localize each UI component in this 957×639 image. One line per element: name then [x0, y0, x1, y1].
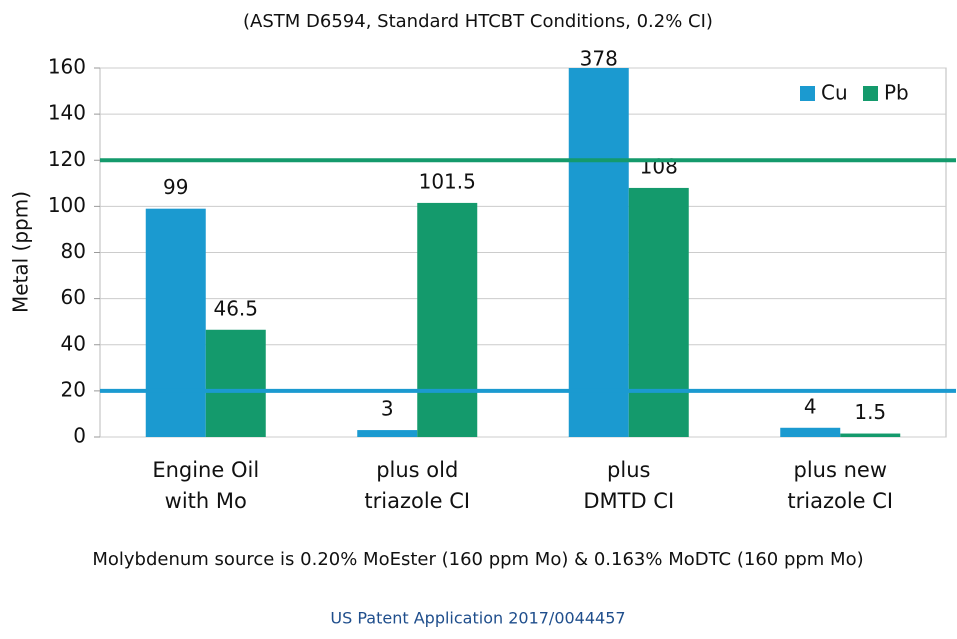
footnote: Molybdenum source is 0.20% MoEster (160 …: [92, 549, 863, 570]
x-tick-label: plus old triazole CI: [364, 458, 471, 513]
y-tick-label: 0: [73, 424, 86, 448]
x-tick-label: plus new triazole CI: [787, 458, 894, 513]
x-tick-label: Engine Oil with Mo: [152, 458, 260, 513]
bar: [568, 68, 629, 437]
y-tick-label: 80: [61, 239, 86, 263]
source: US Patent Application 2017/0044457: [330, 609, 625, 628]
y-tick-label: 20: [61, 377, 86, 401]
value-label: 99: [163, 175, 188, 199]
value-label: 378: [580, 47, 618, 71]
value-label: 4: [804, 394, 817, 418]
legend-swatch: [800, 86, 815, 101]
value-label: 108: [640, 154, 678, 178]
value-label: 101.5: [419, 169, 476, 193]
bar: [357, 430, 418, 437]
chart-title: (ASTM D6594, Standard HTCBT Conditions, …: [243, 11, 713, 32]
legend-label: Pb: [884, 81, 909, 105]
y-tick-label: 140: [48, 101, 86, 125]
y-tick-label: 100: [48, 193, 86, 217]
legend-label: Cu: [821, 81, 848, 105]
legend-swatch: [863, 86, 878, 101]
bar: [628, 187, 689, 437]
value-label: 46.5: [213, 296, 258, 320]
y-tick-label: 120: [48, 147, 86, 171]
bar: [145, 208, 206, 437]
bar: [205, 329, 266, 437]
value-label: 1.5: [854, 400, 886, 424]
bar: [780, 427, 841, 437]
bar: [417, 202, 478, 437]
y-tick-label: 160: [48, 55, 86, 79]
value-label: 3: [381, 397, 394, 421]
x-tick-label: plus DMTD CI: [583, 458, 675, 513]
y-tick-label: 60: [61, 285, 86, 309]
y-tick-label: 40: [61, 331, 86, 355]
bar: [840, 433, 901, 437]
y-axis-label: Metal (ppm): [9, 191, 33, 313]
bars: [145, 68, 901, 437]
